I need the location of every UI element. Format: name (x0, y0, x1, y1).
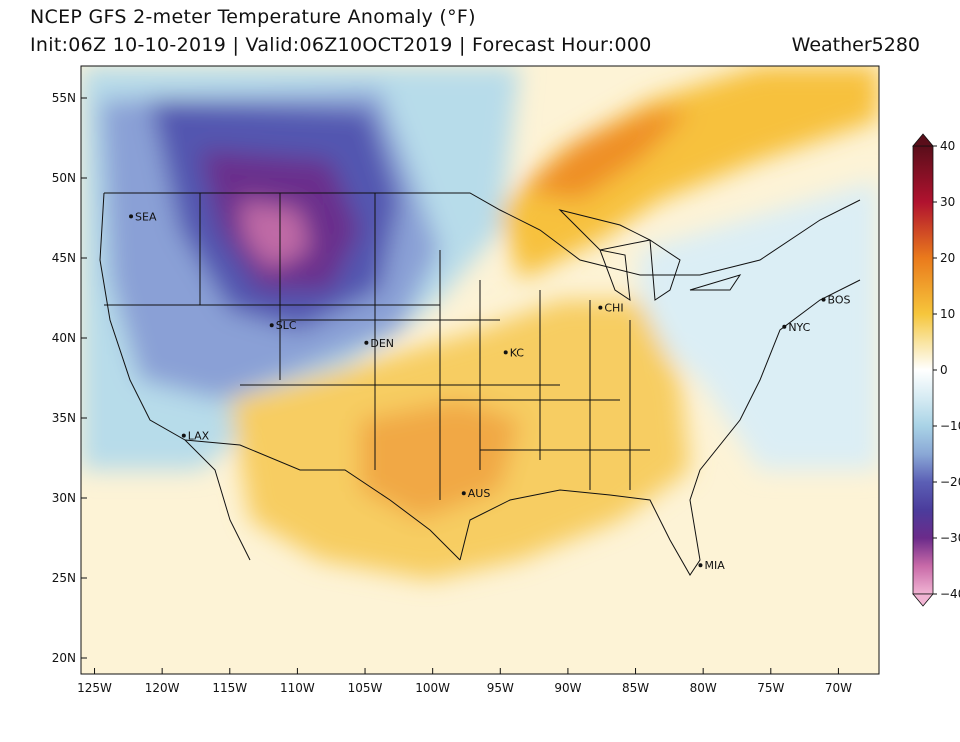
lat-tick-label: 55N (52, 91, 76, 105)
lon-tick-label: 120W (145, 681, 180, 695)
colorbar-max-arrow (912, 133, 934, 147)
city-dot (129, 214, 134, 219)
colorbar-tick-label: 20 (940, 251, 955, 265)
lat-tick-label: 35N (52, 411, 76, 425)
city-dot (181, 433, 186, 438)
lat-tick-label: 20N (52, 651, 76, 665)
city-dot (698, 563, 703, 568)
lon-tick-label: 100W (415, 681, 450, 695)
city-label: SLC (276, 319, 297, 332)
lon-tick-label: 110W (280, 681, 315, 695)
city-dot (364, 340, 369, 345)
city-dot (782, 324, 787, 329)
lat-tick-label: 40N (52, 331, 76, 345)
colorbar-tick-label: 10 (940, 307, 955, 321)
city-label: MIA (704, 559, 725, 572)
lat-tick-label: 25N (52, 571, 76, 585)
map-subtitle: Init:06Z 10-10-2019 | Valid:06Z10OCT2019… (30, 34, 652, 56)
lon-tick-label: 105W (348, 681, 383, 695)
colorbar-min-arrow (912, 593, 934, 607)
city-dot (598, 305, 603, 310)
boundaries (99, 192, 861, 576)
colorbar-tick-label: −20 (940, 475, 960, 489)
city-label: BOS (828, 294, 851, 307)
colorbar: 40 30 20 10 0 −10 −20 −30 −40 (912, 133, 960, 607)
city-label: DEN (370, 337, 394, 350)
map-frame (80, 65, 880, 675)
colorbar-tick-label: 40 (940, 139, 955, 153)
city-label: LAX (188, 430, 210, 443)
lon-tick-label: 80W (690, 681, 717, 695)
lat-tick-label: 30N (52, 491, 76, 505)
lon-tick-label: 85W (622, 681, 649, 695)
lon-tick-label: 115W (212, 681, 247, 695)
city-label: SEA (135, 210, 157, 223)
credit-label: Weather5280 (791, 34, 920, 56)
lon-tick-label: 70W (825, 681, 852, 695)
city-label: NYC (788, 321, 810, 334)
colorbar-tick-label: −10 (940, 419, 960, 433)
lon-tick-label: 95W (487, 681, 514, 695)
city-dot (821, 297, 826, 302)
colorbar-tick-label: −30 (940, 531, 960, 545)
lat-tick-label: 50N (52, 171, 76, 185)
latitude-axis: 55N 50N 45N 40N 35N 30N 25N 20N (52, 91, 87, 665)
colorbar-tick-label: 30 (940, 195, 955, 209)
lon-tick-label: 90W (554, 681, 581, 695)
lat-tick-label: 45N (52, 251, 76, 265)
city-label: AUS (468, 487, 491, 500)
longitude-axis: 125W 120W 115W 110W 105W 100W 95W 90W 85W 80W 75W 7… (77, 668, 852, 695)
city-label: CHI (604, 302, 623, 315)
city-markers: SEA SLC DEN KC CHI NYC BOS LAX AUS MIA (129, 210, 851, 572)
city-dot (461, 491, 466, 496)
city-dot (503, 350, 508, 355)
lon-tick-label: 125W (77, 681, 112, 695)
colorbar-tick-label: 0 (940, 363, 948, 377)
colorbar-tick-label: −40 (940, 587, 960, 601)
city-label: KC (510, 346, 525, 359)
city-dot (269, 323, 274, 328)
lon-tick-label: 75W (757, 681, 784, 695)
map-title: NCEP GFS 2-meter Temperature Anomaly (°F… (30, 6, 476, 28)
